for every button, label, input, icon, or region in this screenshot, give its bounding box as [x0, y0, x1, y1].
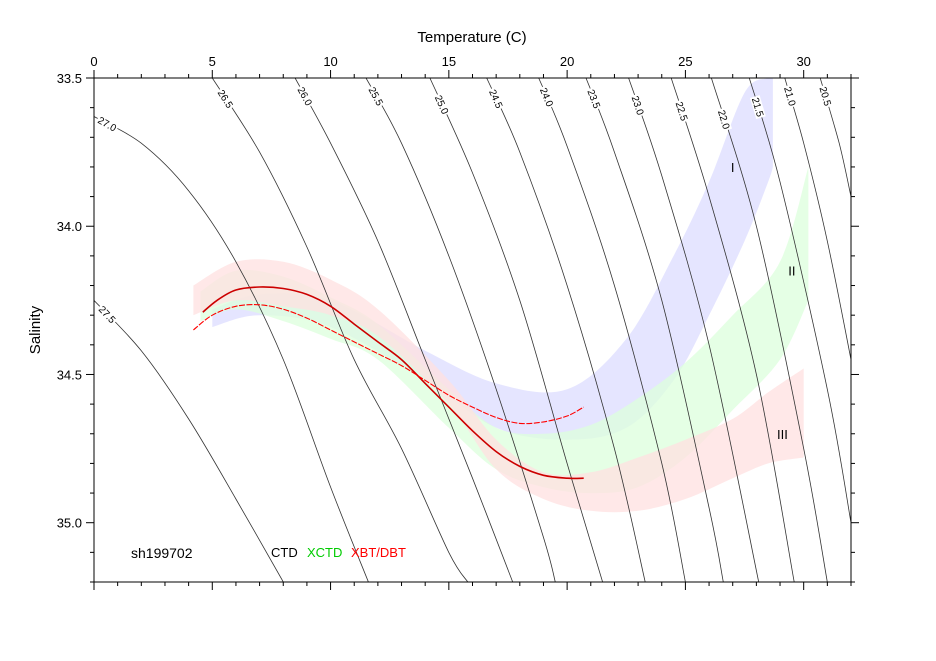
- isopycnal-label-bg: [782, 84, 798, 109]
- band-region-II: [200, 166, 809, 494]
- x-tick-label: 15: [442, 54, 456, 69]
- legend-xbt-dbt: XBT/DBT: [351, 545, 406, 560]
- isopycnal-label-bg: [215, 86, 236, 111]
- legend: CTD XCTD XBT/DBT: [271, 545, 406, 560]
- isopycnal-label-bg: [817, 84, 834, 109]
- x-tick-label: 5: [209, 54, 216, 69]
- region-label-iii: III: [777, 427, 788, 442]
- isopycnal-21.5: [748, 78, 851, 523]
- isopycnal-27.5: [94, 300, 284, 582]
- isopycnal-label: 21.0: [781, 86, 797, 108]
- x-tick-label: 30: [796, 54, 810, 69]
- isopycnal-label: 23.0: [629, 95, 646, 117]
- y-tick-label: 34.5: [57, 367, 82, 382]
- station-id: sh199702: [131, 545, 193, 561]
- isopycnal-label-bg: [749, 95, 766, 120]
- isopycnal-21.0: [784, 78, 851, 360]
- isopycnal-24.5: [486, 78, 646, 582]
- profile-series: [193, 286, 584, 480]
- isopycnal-label-bg: [716, 107, 732, 132]
- isopycnal-label-bg: [96, 303, 119, 326]
- y-tick-label: 35.0: [57, 516, 82, 531]
- x-tick-label: 25: [678, 54, 692, 69]
- isopycnal-label-bg: [295, 84, 315, 109]
- x-tick-label: 10: [323, 54, 337, 69]
- isopycnal-label-bg: [585, 86, 603, 111]
- isopycnal-26.5: [211, 78, 469, 582]
- band-region-III: [193, 259, 804, 513]
- isopycnal-23.5: [585, 78, 724, 582]
- isopycnal-label: 22.5: [673, 101, 690, 123]
- isopycnal-label-bg: [537, 85, 556, 110]
- isopycnal-23.0: [628, 78, 760, 582]
- y-tick-label: 34.0: [57, 219, 82, 234]
- isopycnal-label: 20.5: [817, 86, 833, 108]
- isopycnal-label-bg: [486, 86, 506, 111]
- isopycnal-label-bg: [95, 114, 120, 134]
- isopycnal-27.0: [94, 116, 369, 582]
- series-xbt-dbt: [193, 304, 584, 425]
- x-axis-title: Temperature (C): [417, 29, 526, 46]
- isopycnal-26.0: [294, 78, 514, 582]
- isopycnal-label: 22.0: [715, 109, 731, 131]
- isopycnal-25.0: [429, 78, 603, 582]
- region-label-ii: II: [788, 264, 795, 279]
- region-label-i: I: [731, 160, 735, 175]
- axis-ticks: 0 5 10 15 20 25 30 33.5 34.0 34.5 35.0: [57, 54, 859, 590]
- isopycnal-label-bg: [629, 93, 647, 118]
- legend-xctd: XCTD: [307, 545, 342, 560]
- isopycnal-24.0: [538, 78, 686, 582]
- isopycnal-label-bg: [366, 84, 386, 109]
- legend-ctd: CTD: [271, 545, 298, 560]
- isopycnal-label-bg: [432, 92, 451, 117]
- envelope-bands: [193, 78, 809, 513]
- y-axis-title: Salinity: [27, 305, 44, 354]
- y-tick-label: 33.5: [57, 71, 82, 86]
- isopycnal-25.5: [365, 78, 556, 582]
- isopycnal-lines: [94, 78, 851, 582]
- isopycnal-label: 27.5: [96, 304, 118, 326]
- x-tick-label: 20: [560, 54, 574, 69]
- series-ctd: [202, 286, 584, 480]
- isopycnal-22.0: [711, 78, 828, 582]
- isopycnal-22.5: [670, 78, 795, 582]
- isopycnal-label-bg: [673, 99, 690, 124]
- x-tick-label: 0: [90, 54, 97, 69]
- isopycnal-label: 21.5: [749, 96, 765, 118]
